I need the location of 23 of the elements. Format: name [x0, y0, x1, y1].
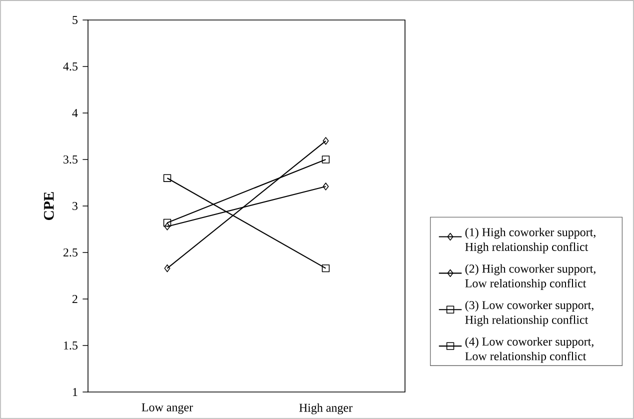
y-tick-label: 1.5 — [64, 341, 78, 350]
x-tick-label: High anger — [299, 403, 352, 414]
legend-label: (2) High coworker support, Low relationship conflict — [465, 264, 596, 290]
y-tick-label: 2.5 — [63, 248, 78, 257]
y-tick-label: 2 — [72, 295, 78, 303]
y-tick-label: 4.5 — [63, 62, 78, 71]
legend-label: (3) Low coworker support, High relationship conflict — [465, 300, 594, 326]
legend-label: (4) Low coworker support, Low relationship conflict — [465, 337, 594, 363]
legend-label: (1) High coworker support, High relationship conflict — [465, 228, 596, 254]
y-tick-label: 1 — [73, 388, 78, 396]
point — [322, 137, 329, 145]
x-tick-label: Low anger — [142, 403, 193, 414]
point — [322, 156, 330, 164]
y-axis-title: CPE — [44, 192, 54, 220]
y-tick-label: 5 — [72, 16, 78, 24]
point — [163, 174, 172, 182]
point — [163, 218, 172, 227]
y-tick-label: 4 — [72, 109, 78, 117]
y-tick-label: 3.5 — [64, 155, 78, 164]
point — [322, 264, 330, 272]
y-tick-label: 3 — [72, 202, 78, 210]
point — [164, 264, 170, 272]
point — [322, 182, 329, 190]
